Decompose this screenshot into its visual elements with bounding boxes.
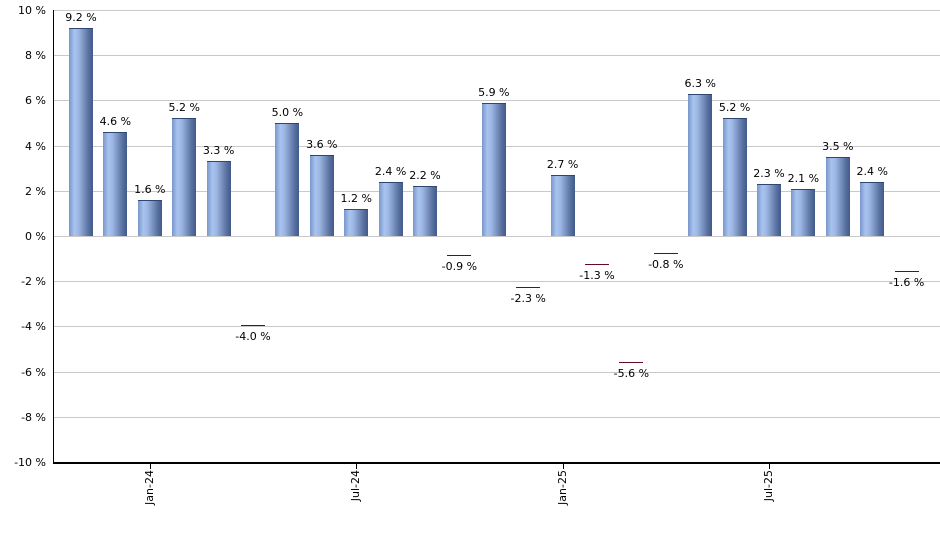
bar-Oct-25[interactable] bbox=[860, 181, 885, 236]
gridline--2 bbox=[53, 281, 940, 283]
bar-Aug-24[interactable] bbox=[378, 181, 403, 236]
bar-value-label-Jan-24: 1.6 % bbox=[134, 182, 166, 196]
gridline--4 bbox=[53, 326, 940, 328]
y-axis-tick-label: 10 % bbox=[18, 4, 46, 17]
gridline-10 bbox=[53, 10, 940, 11]
bar-Mar-24[interactable] bbox=[206, 161, 231, 236]
bar-value-label-Jun-25: 5.2 % bbox=[718, 101, 751, 115]
x-axis-tick bbox=[769, 462, 770, 469]
bar-value-label-Apr-25: -0.8 % bbox=[648, 258, 684, 272]
y-axis-tick-label: 4 % bbox=[25, 139, 46, 153]
bar-May-25[interactable] bbox=[688, 93, 713, 236]
x-axis-line bbox=[53, 462, 940, 464]
bar-Apr-25[interactable] bbox=[653, 236, 678, 255]
y-axis-tick-label: -4 % bbox=[21, 320, 46, 334]
y-axis-tick-label: -2 % bbox=[21, 275, 46, 289]
bar-value-label-Nov-23: 9.2 % bbox=[65, 11, 97, 25]
bar-Apr-24[interactable] bbox=[241, 236, 265, 327]
bar-value-label-Mar-25: -5.6 % bbox=[613, 366, 650, 380]
bar-value-label-Aug-25: 2.1 % bbox=[787, 171, 820, 185]
bar-value-label-Nov-25: -1.6 % bbox=[888, 276, 925, 290]
bar-value-label-Feb-24: 5.2 % bbox=[168, 101, 200, 115]
bar-Jul-25[interactable] bbox=[757, 184, 781, 236]
x-axis-label-Jul-24: Jul-24 bbox=[349, 470, 363, 502]
gridline--6 bbox=[53, 371, 940, 373]
y-axis-tick-label: 2 % bbox=[25, 184, 46, 198]
x-axis-label-Jan-24: Jan-24 bbox=[142, 470, 156, 505]
bar-value-label-Jun-24: 3.6 % bbox=[306, 137, 338, 151]
bar-value-label-May-24: 5.0 % bbox=[271, 106, 304, 119]
bar-Jun-24[interactable] bbox=[309, 154, 334, 236]
bar-value-label-Jul-25: 2.3 % bbox=[753, 167, 785, 181]
bar-value-label-May-25: 6.3 % bbox=[684, 76, 716, 90]
x-axis-label-Jul-25: Jul-25 bbox=[762, 470, 775, 502]
y-axis-tick-label: 6 % bbox=[25, 94, 46, 108]
x-axis-tick bbox=[562, 462, 564, 469]
bar-value-label-Dec-23: 4.6 % bbox=[99, 115, 132, 129]
bar-value-label-Mar-24: 3.3 % bbox=[202, 144, 235, 158]
bar-May-24[interactable] bbox=[275, 123, 300, 236]
gridline-8 bbox=[53, 55, 940, 57]
x-axis-tick bbox=[149, 462, 151, 469]
bar-Nov-23[interactable] bbox=[69, 28, 93, 236]
y-axis-tick-label: 8 % bbox=[25, 49, 46, 63]
bar-value-label-Sep-24: 2.2 % bbox=[409, 169, 441, 183]
bar-Feb-24[interactable] bbox=[172, 118, 197, 236]
bar-value-label-Jul-24: 1.2 % bbox=[340, 191, 372, 205]
bar-Nov-25[interactable] bbox=[894, 236, 919, 273]
bar-Nov-24[interactable] bbox=[481, 102, 506, 236]
bar-Jan-25[interactable] bbox=[550, 174, 575, 236]
x-axis-tick bbox=[356, 462, 358, 469]
y-axis-tick-label: -6 % bbox=[21, 365, 46, 379]
bar-value-label-Aug-24: 2.4 % bbox=[374, 164, 407, 178]
gridline-6 bbox=[53, 100, 940, 102]
bar-value-label-Oct-24: -0.9 % bbox=[441, 260, 478, 274]
bar-value-label-Dec-24: -2.3 % bbox=[510, 291, 546, 305]
bar-Oct-24[interactable] bbox=[447, 236, 472, 257]
bar-value-label-Jan-25: 2.7 % bbox=[546, 157, 579, 171]
y-axis-tick-label: 0 % bbox=[25, 230, 46, 243]
bar-Sep-25[interactable] bbox=[825, 156, 850, 236]
bar-value-label-Apr-24: -4.0 % bbox=[235, 330, 271, 344]
x-axis-label-Jan-25: Jan-25 bbox=[555, 470, 569, 505]
y-axis-line bbox=[53, 10, 54, 462]
y-axis-tick-label: -10 % bbox=[14, 456, 46, 469]
bar-Mar-25[interactable] bbox=[619, 236, 644, 363]
bar-Jun-25[interactable] bbox=[722, 118, 747, 236]
bar-Dec-24[interactable] bbox=[516, 236, 541, 288]
bar-value-label-Sep-25: 3.5 % bbox=[822, 139, 854, 153]
bar-value-label-Feb-25: -1.3 % bbox=[579, 269, 615, 283]
bar-Feb-25[interactable] bbox=[585, 236, 609, 266]
gridline-0 bbox=[53, 236, 940, 237]
bar-Sep-24[interactable] bbox=[413, 186, 437, 236]
bar-value-label-Oct-25: 2.4 % bbox=[856, 164, 888, 178]
bar-Jan-24[interactable] bbox=[137, 199, 162, 236]
y-axis-tick-label: -8 % bbox=[21, 410, 46, 424]
bar-Aug-25[interactable] bbox=[791, 188, 816, 236]
bar-Jul-24[interactable] bbox=[344, 208, 369, 236]
bar-value-label-Nov-24: 5.9 % bbox=[478, 85, 510, 99]
bar-Dec-23[interactable] bbox=[103, 132, 128, 236]
gridline--8 bbox=[53, 416, 940, 418]
